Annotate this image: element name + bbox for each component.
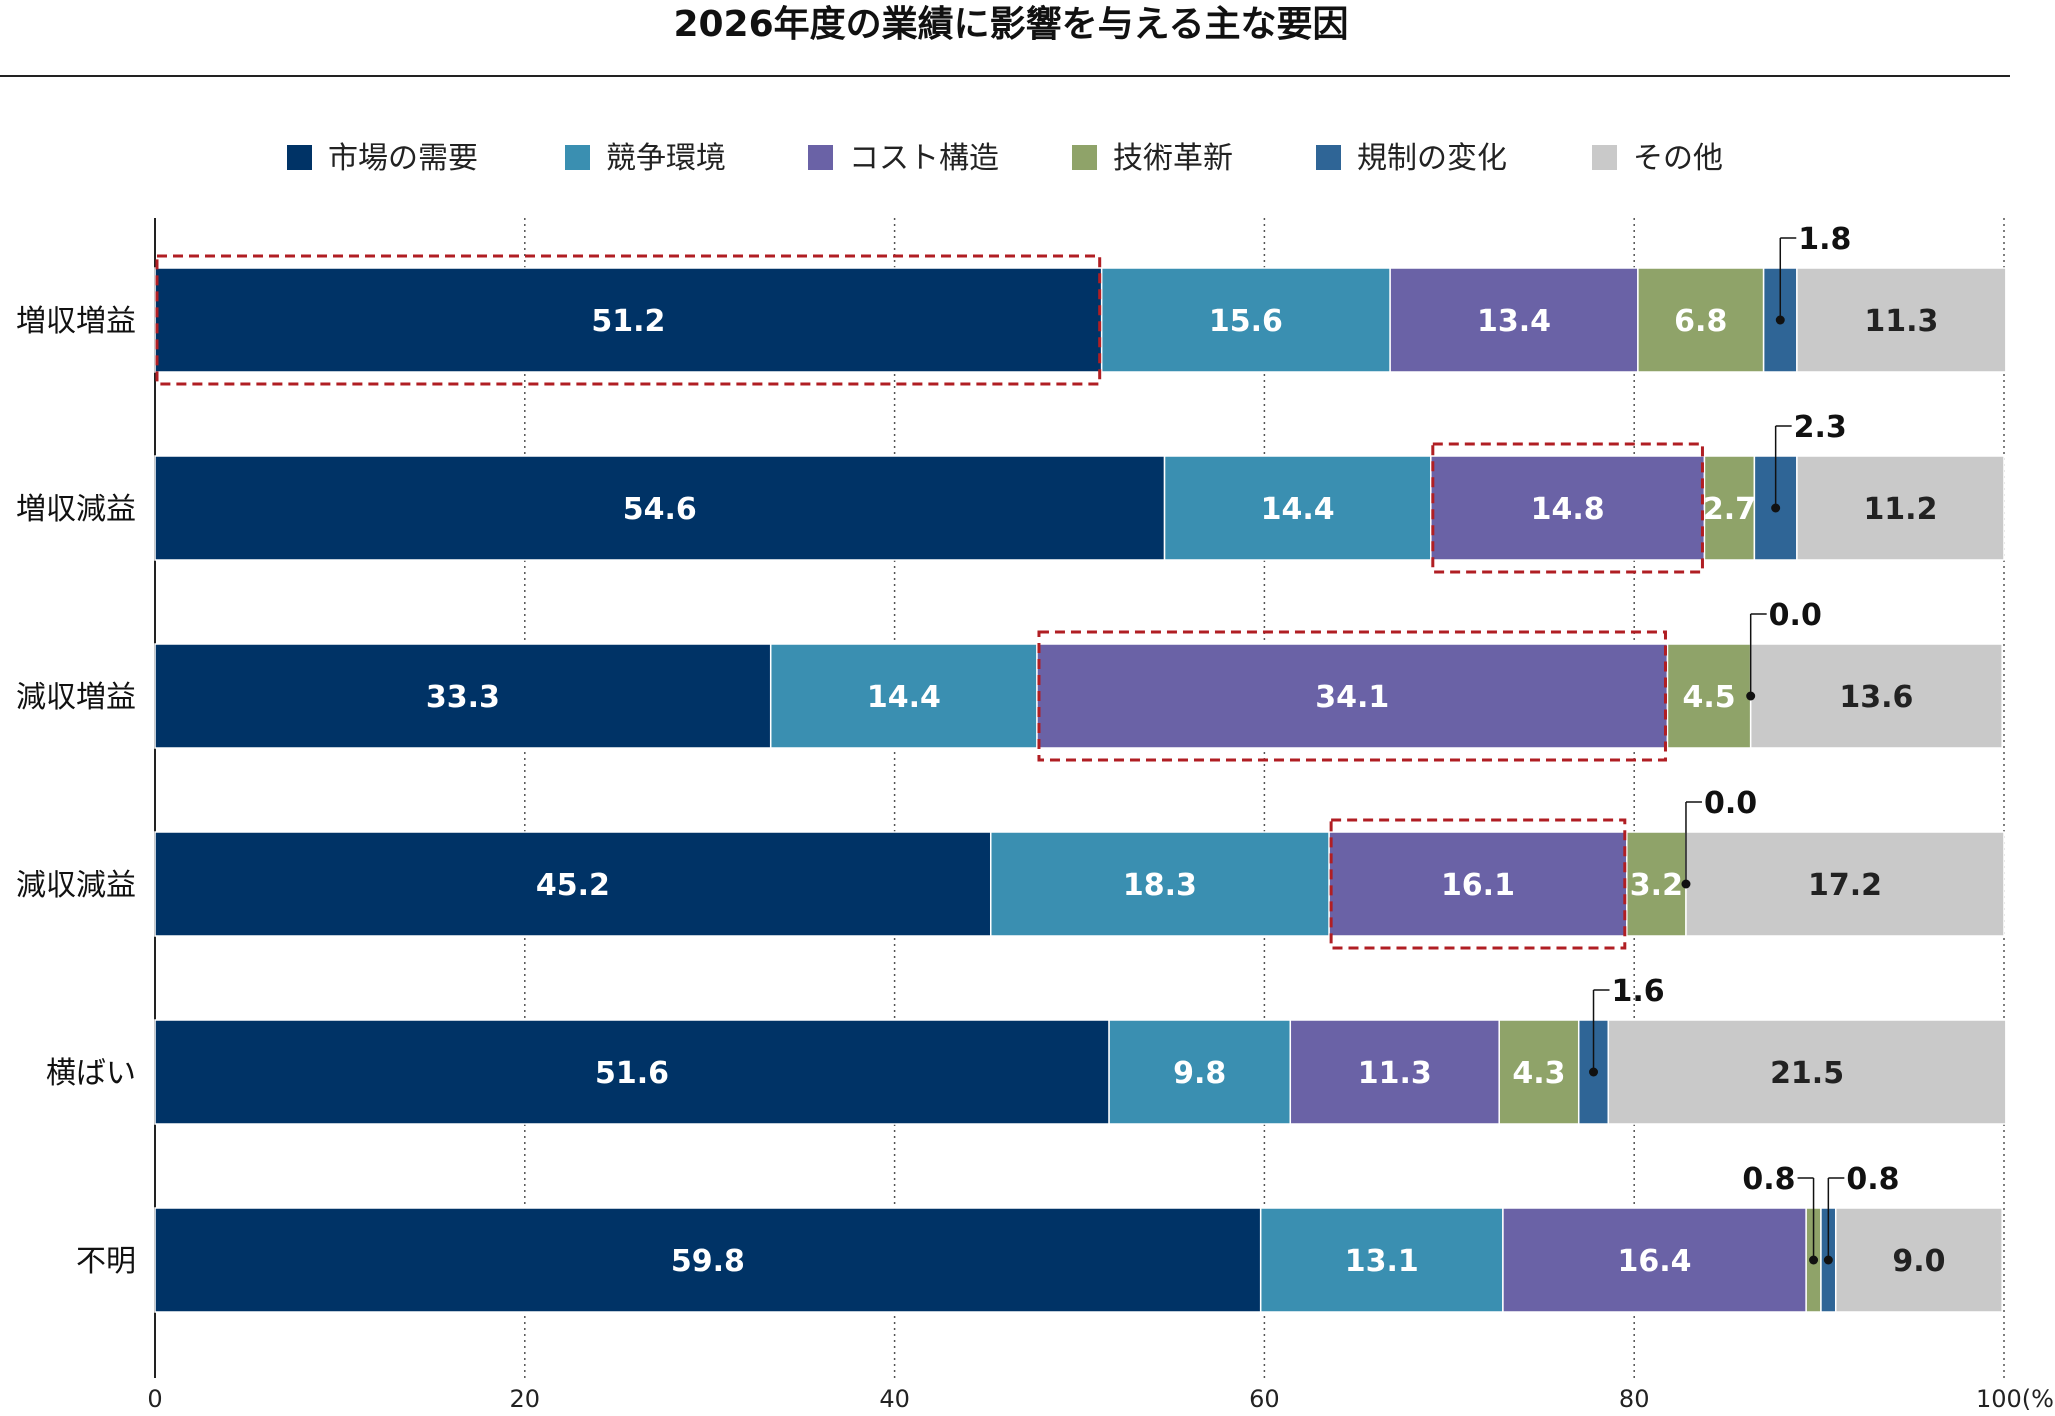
category-label-2: 減収増益 [16,680,136,715]
legend: 市場の需要 競争環境 コスト構造 技術革新 規制の変化 その他 [287,141,1723,176]
bar-segment-r2-s2 [1036,643,1669,749]
bar-label-r2-s2: 34.1 [1315,680,1389,715]
bar-label-r1-s5: 11.2 [1863,492,1937,527]
bar-segment-r4-s0 [154,1019,1110,1125]
legend-label-3: 技術革新 [1113,141,1233,176]
bar-label-r0-s3: 6.8 [1674,304,1727,339]
bar-label-r0-s1: 15.6 [1209,304,1283,339]
bar-label-r5-s0: 59.8 [671,1244,745,1279]
callouts: 1.8 2.3 0.0 0.0 1.6 0.8 0.8 [1589,222,1900,1265]
bar-label-r2-s5: 13.6 [1839,680,1913,715]
legend-label-1: 競争環境 [606,141,726,176]
category-label-0: 増収増益 [16,304,136,339]
callout-label-r0-s4: 1.8 [1798,222,1851,257]
legend-swatch-4 [1316,145,1341,170]
bar-segment-r2-s5 [1749,643,2003,749]
highlight-box-0 [155,254,1102,386]
x-tick-label-0: 0 [147,1385,162,1413]
bar-label-r0-s0: 51.2 [591,304,665,339]
bar-segment-r0-s0 [154,267,1103,373]
legend-label-0: 市場の需要 [328,141,478,176]
bar-segment-r5-s1 [1259,1207,1504,1313]
bar-segment-r5-s2 [1502,1207,1807,1313]
callout-label-r2-s4: 0.0 [1769,598,1822,633]
bar-label-r4-s2: 11.3 [1358,1056,1432,1091]
bar-label-r1-s2: 14.8 [1531,492,1605,527]
bar-label-r2-s0: 33.3 [426,680,500,715]
x-tick-label-5: 100(%) [1976,1385,2055,1413]
bar-segment-r5-s5 [1834,1207,2003,1313]
x-tick-label-3: 60 [1249,1385,1280,1413]
bar-segment-r2-s0 [154,643,772,749]
chart-title: 2026年度の業績に影響を与える主な要因 [673,3,1348,45]
highlight-box-3 [1329,818,1627,950]
bar-label-r4-s3: 4.3 [1512,1056,1565,1091]
bar-label-r3-s3: 3.2 [1630,868,1683,903]
category-label-1: 増収減益 [16,492,136,527]
bars: 51.2 15.6 13.4 6.8 11.3 54.6 14.4 14.8 2.7 11.2 33… [154,267,2007,1313]
bar-segment-r0-s1 [1100,267,1391,373]
bar-label-r5-s2: 16.4 [1618,1244,1692,1279]
bar-segment-r3-s0 [154,831,992,937]
bar-segment-r1-s3 [1703,455,1756,561]
bar-segment-r2-s1 [769,643,1038,749]
bar-segment-r1-s0 [154,455,1166,561]
legend-swatch-2 [808,145,833,170]
legend-swatch-5 [1592,145,1617,170]
highlight-box-2 [1037,630,1667,762]
bar-label-r2-s3: 4.5 [1683,680,1736,715]
callout-label-r5-s3: 0.8 [1742,1162,1795,1197]
bar-label-r2-s1: 14.4 [867,680,941,715]
highlight-boxes [155,254,1704,950]
bar-segment-r1-s5 [1796,455,2005,561]
bar-label-r5-s5: 9.0 [1892,1244,1945,1279]
callout-label-r3-s4: 0.0 [1704,786,1757,821]
legend-label-4: 規制の変化 [1357,141,1507,176]
bar-segment-r4-s5 [1607,1019,2007,1125]
callout-label-r4-s4: 1.6 [1612,974,1665,1009]
legend-swatch-3 [1072,145,1097,170]
x-tick-label-2: 40 [879,1385,910,1413]
legend-label-5: その他 [1633,141,1723,176]
bar-segment-r2-s3 [1666,643,1752,749]
x-axis: 0 20 40 60 80 100(%) [147,1385,2055,1413]
bar-segment-r4-s3 [1498,1019,1580,1125]
callout-label-r1-s4: 2.3 [1794,410,1847,445]
bar-label-r1-s3: 2.7 [1703,492,1756,527]
bar-label-r5-s1: 13.1 [1345,1244,1419,1279]
grid-lines [154,218,2005,1378]
bar-segment-r3-s1 [989,831,1330,937]
x-tick-label-4: 80 [1619,1385,1650,1413]
category-label-5: 不明 [76,1244,136,1279]
legend-label-2: コスト構造 [849,141,999,176]
legend-swatch-0 [287,145,312,170]
bar-label-r4-s0: 51.6 [595,1056,669,1091]
bar-segment-r4-s1 [1108,1019,1292,1125]
bar-segment-r0-s5 [1796,267,2007,373]
bar-label-r4-s1: 9.8 [1173,1056,1226,1091]
legend-swatch-1 [565,145,590,170]
category-label-4: 横ばい [46,1056,136,1091]
bar-label-r3-s0: 45.2 [536,868,610,903]
bar-label-r3-s5: 17.2 [1808,868,1882,903]
bar-segment-r1-s2 [1430,455,1706,561]
bar-segment-r4-s2 [1289,1019,1500,1125]
bar-label-r3-s1: 18.3 [1123,868,1197,903]
bar-segment-r3-s5 [1685,831,2005,937]
callout-label-r5-s4: 0.8 [1846,1162,1899,1197]
bar-label-r1-s1: 14.4 [1261,492,1335,527]
x-tick-label-1: 20 [510,1385,541,1413]
bar-label-r0-s5: 11.3 [1864,304,1938,339]
bar-label-r1-s0: 54.6 [623,492,697,527]
category-label-3: 減収減益 [16,868,136,903]
bar-segment-r5-s0 [154,1207,1262,1313]
bar-segment-r1-s1 [1163,455,1432,561]
bar-segment-r3-s2 [1328,831,1628,937]
bar-label-r3-s2: 16.1 [1441,868,1515,903]
bar-label-r0-s2: 13.4 [1477,304,1551,339]
highlight-box-1 [1431,442,1704,574]
bar-label-r4-s5: 21.5 [1770,1056,1844,1091]
